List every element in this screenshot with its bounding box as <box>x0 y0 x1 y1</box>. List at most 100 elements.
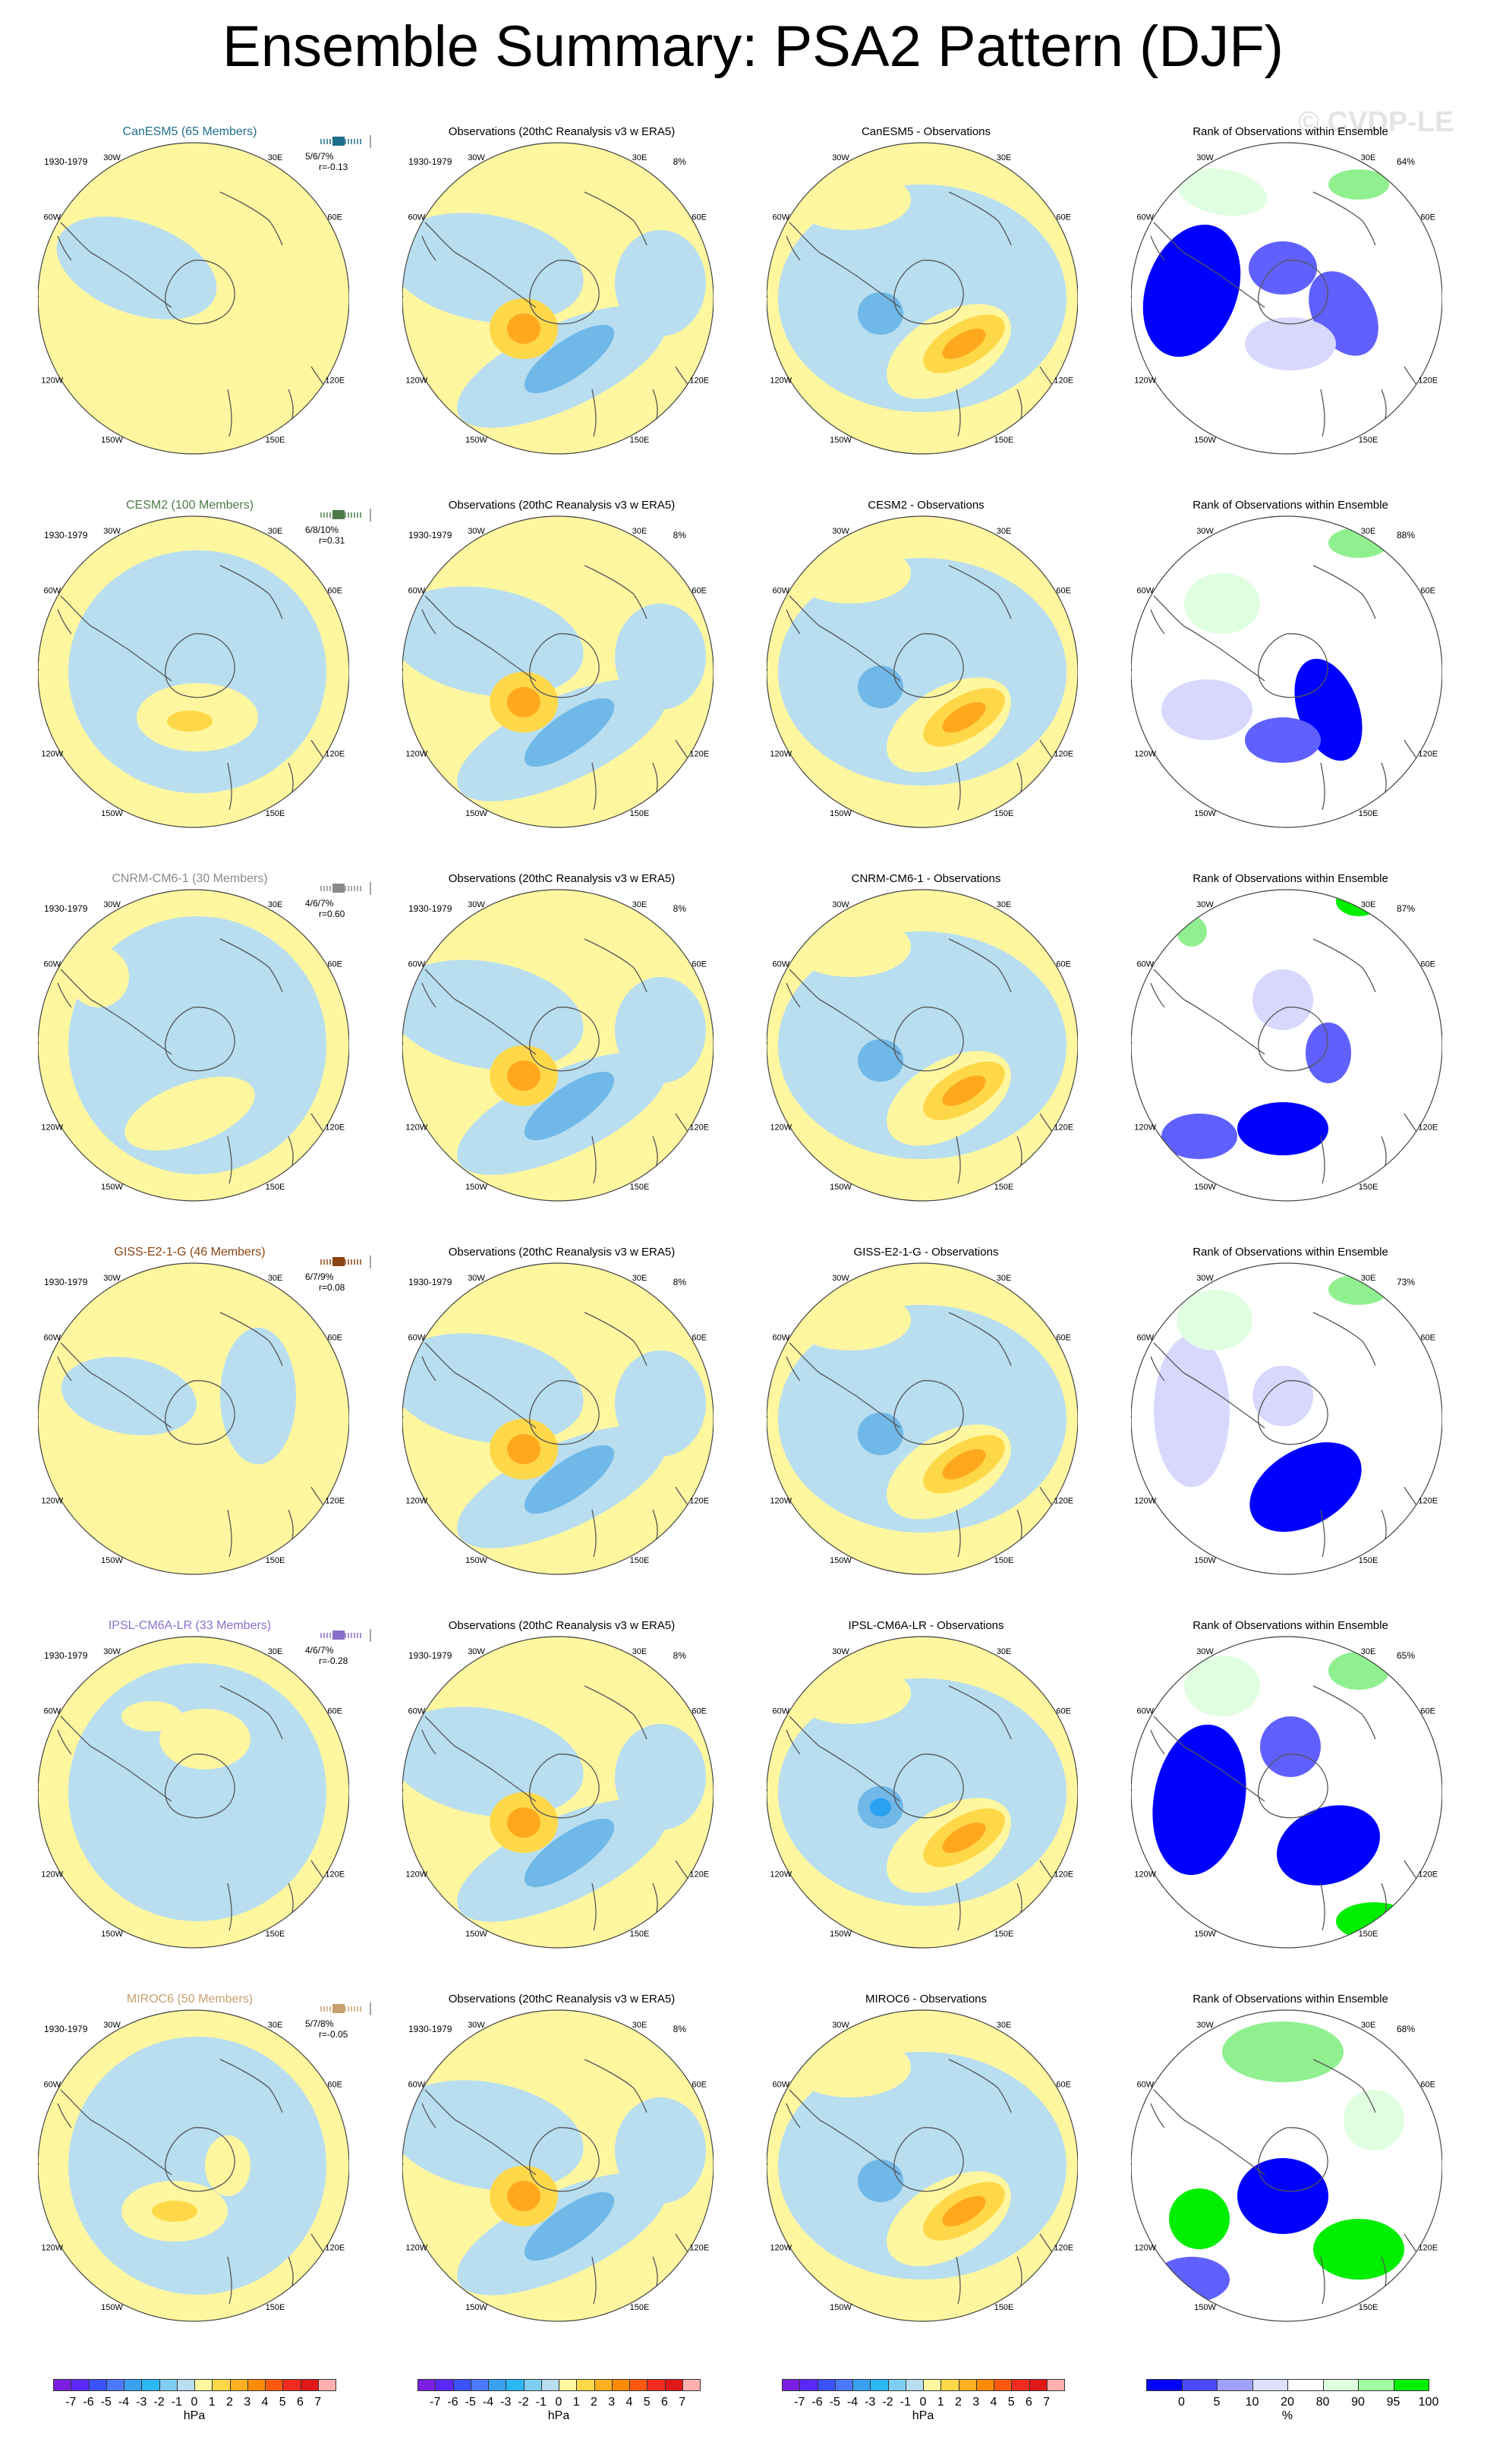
peninsula-coast <box>1183 252 1265 308</box>
positive-anomaly-region <box>507 1434 540 1464</box>
colorbar-swatch <box>435 2379 454 2391</box>
longitude-label: 120E <box>1418 1123 1438 1133</box>
longitude-label: 90W <box>767 668 768 677</box>
positive-anomaly-region <box>68 947 129 1007</box>
colorbar-swatch <box>975 2379 994 2391</box>
south-america-coast <box>786 969 821 1008</box>
member-spread-glyph <box>320 1256 371 1268</box>
obs-panel: Observations (20thC Reanalysis v3 w ERA5… <box>402 1619 721 1961</box>
longitude-label: 150W <box>101 436 123 445</box>
longitude-label: 120E <box>1054 377 1073 386</box>
field-layer <box>767 890 1078 1201</box>
africa-coast <box>1312 1685 1376 1740</box>
longitude-label: 30W <box>832 900 849 909</box>
longitude-labels: 30E60E90E120E150E150W120W90W60W30W <box>402 153 709 445</box>
colorbar-swatch <box>124 2379 143 2391</box>
colorbar-swatch <box>176 2379 195 2391</box>
longitude-labels: 30E60E90E120E150E150W120W90W60W30W <box>38 1647 345 1939</box>
obs-polar-map: 30E60E90E120E150E150W120W90W60W30W <box>402 1262 714 1575</box>
longitude-label: 90W <box>38 2162 39 2171</box>
longitude-label: 30E <box>268 1647 283 1656</box>
rank-low-region <box>1249 241 1317 295</box>
positive-anomaly-region <box>124 1076 255 1151</box>
colorbar-unit: hPa <box>183 2409 206 2422</box>
longitude-label: 90W <box>767 1788 768 1798</box>
longitude-label: 150W <box>101 1930 123 1939</box>
new-zealand-coast <box>1320 1136 1325 1184</box>
antarctica-coast <box>893 1753 964 1819</box>
colorbar-swatch <box>994 2379 1013 2391</box>
longitude-label: 150E <box>266 1183 285 1192</box>
rank-high-region <box>1328 1652 1389 1690</box>
iqr-box <box>332 510 345 519</box>
longitude-label: 150E <box>630 1930 650 1939</box>
period-label: 1930-1979 <box>44 1277 88 1287</box>
longitude-label: 150E <box>630 1183 650 1192</box>
rank-panel: Rank of Observations within Ensemble 73% 3… <box>1131 1246 1450 1587</box>
longitude-label: 150W <box>830 1556 852 1565</box>
longitude-label: 60E <box>327 587 342 596</box>
model-panel: CNRM-CM6-1 (30 Members) 4/6/7% r=0.60 1930-… <box>38 872 371 1214</box>
longitude-label: 120W <box>405 2244 427 2253</box>
antarctica-coast <box>893 2127 964 2192</box>
peninsula-coast <box>90 1372 172 1429</box>
field-layer <box>402 516 714 827</box>
longitude-label: 30W <box>832 1274 849 1283</box>
longitude-label: 150E <box>1359 436 1378 445</box>
colorbar-swatch <box>923 2379 942 2391</box>
antarctica-coast <box>165 1007 235 1072</box>
peninsula-coast <box>1183 2119 1265 2176</box>
longitude-label: 150E <box>630 2303 650 2312</box>
longitude-labels: 30E60E90E120E150E150W120W90W60W30W <box>1131 1647 1438 1939</box>
longitude-label: 60E <box>1056 587 1071 596</box>
variance-explained: 8% <box>673 1277 686 1287</box>
longitude-label: 30E <box>632 1647 647 1656</box>
longitude-label: 120E <box>1054 1870 1073 1880</box>
colorbar-swatch <box>229 2379 248 2391</box>
rank-polar-map: 30E60E90E120E150E150W120W90W60W30W <box>1131 142 1442 455</box>
field-layer <box>38 143 349 454</box>
rank-high-region <box>1328 528 1389 558</box>
longitude-label: 150E <box>994 809 1014 818</box>
model-panel: IPSL-CM6A-LR (33 Members) 4/6/7% r=-0.28 19… <box>38 1619 371 1961</box>
africa-coast <box>219 1312 283 1366</box>
peninsula-coast <box>90 252 172 308</box>
longitude-label: 120W <box>1134 750 1156 759</box>
longitude-label: 30E <box>997 1274 1012 1283</box>
longitude-label: 30W <box>468 153 485 162</box>
longitude-label: 60W <box>772 213 789 222</box>
longitude-label: 120W <box>770 1497 792 1506</box>
peninsula-coast <box>819 2119 901 2176</box>
positive-anomaly-region <box>789 2037 911 2097</box>
colorbar-tick-label: 6 <box>1026 2396 1032 2409</box>
longitude-label: 60W <box>772 1707 789 1716</box>
new-zealand-coast <box>956 389 961 437</box>
rank-high-region <box>1328 169 1389 200</box>
colorbar-tick-label: -4 <box>118 2396 130 2409</box>
rank-low-region <box>1161 1114 1237 1159</box>
colorbar-swatch <box>629 2379 648 2391</box>
field-layer <box>402 1637 714 1948</box>
longitude-label: 90W <box>1131 668 1133 677</box>
variance-explained: 8% <box>673 1650 686 1661</box>
obs-panel-title: Observations (20thC Reanalysis v3 w ERA5… <box>448 125 676 138</box>
colorbar-swatch <box>1393 2379 1429 2391</box>
obs-polar-map: 30E60E90E120E150E150W120W90W60W30W <box>402 515 714 828</box>
colorbar-tick-label: 95 <box>1386 2396 1400 2409</box>
longitude-label: 150W <box>101 2303 123 2312</box>
field-layer <box>1131 2010 1442 2321</box>
longitude-label: 60W <box>1136 1334 1154 1343</box>
difference-panel-title: CESM2 - Observations <box>868 499 985 512</box>
rank-panel: Rank of Observations within Ensemble 64% 3… <box>1131 125 1450 467</box>
longitude-label: 150W <box>1194 1183 1216 1192</box>
longitude-label: 30W <box>103 2021 121 2030</box>
longitude-label: 120E <box>1418 2244 1438 2253</box>
south-america-coast <box>421 1342 456 1382</box>
longitude-label: 150W <box>465 2303 487 2312</box>
difference-panel-title: IPSL-CM6A-LR - Observations <box>848 1619 1004 1632</box>
colorbar-tick-label: -6 <box>83 2396 94 2409</box>
colorbar-swatch <box>1358 2379 1394 2391</box>
new-zealand-coast <box>591 1136 597 1184</box>
rank-panel: Rank of Observations within Ensemble 88% 3… <box>1131 499 1450 840</box>
longitude-label: 150E <box>266 1930 285 1939</box>
